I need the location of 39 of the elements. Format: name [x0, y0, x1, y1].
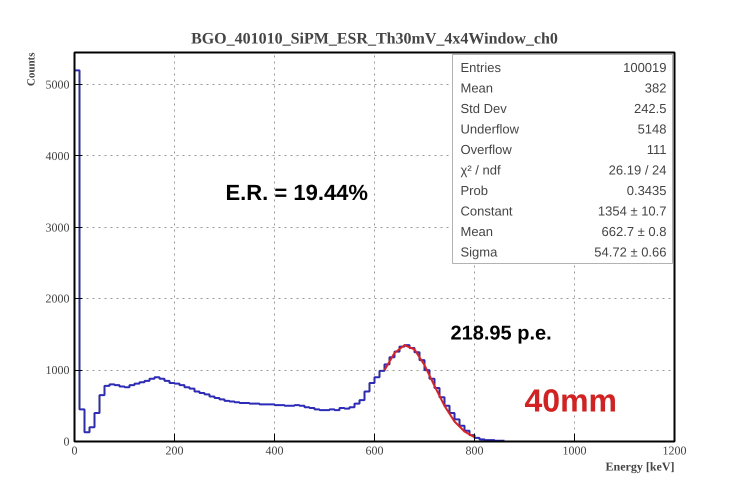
- y-tick-label: 3000: [46, 220, 70, 234]
- annotation: Mean: [460, 80, 494, 96]
- annotation: 26.19 / 24: [608, 162, 666, 178]
- annotation: Entries: [460, 60, 502, 75]
- annotation: Overflow: [460, 142, 512, 157]
- x-tick-label: 600: [366, 444, 384, 458]
- annotation: 242.5: [634, 101, 667, 116]
- x-tick-label: 1000: [562, 444, 586, 458]
- annotation: Underflow: [460, 122, 520, 136]
- annotation: 40mm: [524, 382, 617, 418]
- annotation: χ² / ndf: [460, 162, 501, 178]
- x-tick-label: 200: [166, 444, 184, 458]
- line-series: [384, 344, 476, 438]
- annotation: Sigma: [460, 244, 498, 260]
- annotation: Prob: [460, 183, 488, 198]
- x-tick-label: 400: [266, 444, 284, 458]
- x-axis-title: Energy [keV]: [606, 460, 675, 474]
- x-tick-label: 1200: [662, 444, 686, 458]
- chart-title: BGO_401010_SiPM_ESR_Th30mV_4x4Window_ch0: [191, 30, 558, 48]
- annotation: 5148: [638, 122, 666, 136]
- y-axis-title: Counts: [26, 52, 38, 86]
- annotation: Constant: [460, 204, 513, 218]
- annotation: 54.72 ± 0.66: [594, 244, 667, 260]
- annotation: E.R. = 19.44%: [226, 180, 368, 205]
- annotation: 100019: [623, 60, 667, 75]
- x-tick-label: 800: [466, 444, 484, 458]
- y-tick-label: 5000: [46, 78, 70, 92]
- y-tick-label: 1000: [46, 363, 70, 378]
- annotation: 0.3435: [626, 183, 667, 198]
- annotation: 111: [646, 142, 667, 157]
- y-tick-label: 4000: [46, 148, 70, 163]
- y-tick-label: 0: [64, 434, 70, 448]
- annotation: Std Dev: [460, 101, 508, 116]
- annotation: Mean: [460, 224, 494, 239]
- y-tick-label: 2000: [46, 292, 70, 306]
- annotation: 662.7 ± 0.8: [602, 224, 667, 239]
- annotation: 382: [644, 80, 667, 96]
- annotation: 218.95 p.e.: [450, 322, 552, 344]
- annotation: 1354 ± 10.7: [598, 204, 667, 218]
